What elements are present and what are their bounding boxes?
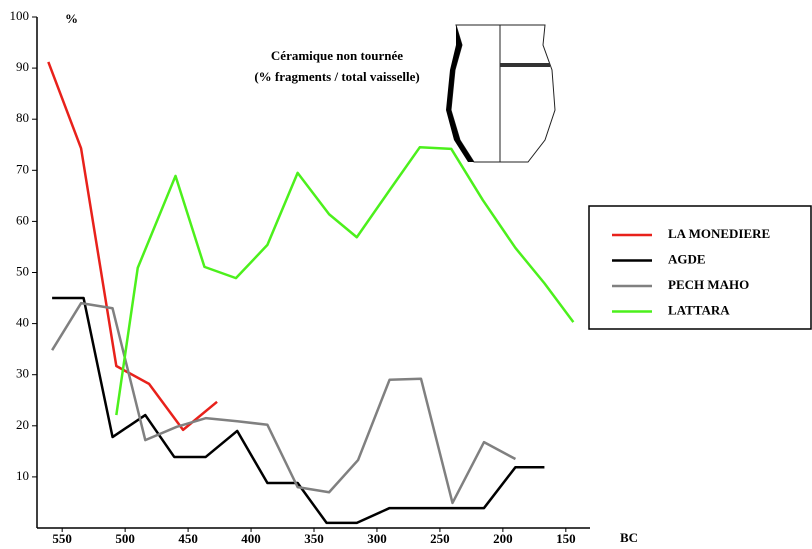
y-unit-label: %	[65, 11, 78, 26]
legend-label: LA MONEDIERE	[668, 226, 770, 241]
vase-drawing	[446, 24, 556, 163]
series-line	[115, 146, 575, 416]
chart-title: Céramique non tournée	[271, 48, 403, 63]
x-tick-label: 550	[52, 531, 72, 546]
y-tick-label: 90	[16, 59, 29, 74]
x-tick-label: 150	[556, 531, 576, 546]
y-tick-label: 20	[16, 417, 29, 432]
x-tick-label: 350	[304, 531, 324, 546]
y-tick-label: 30	[16, 366, 29, 381]
x-tick-label: 300	[367, 531, 387, 546]
legend-label: LATTARA	[668, 302, 730, 317]
x-tick-label: 500	[115, 531, 135, 546]
x-tick-label: 200	[493, 531, 513, 546]
x-tick-label: 450	[178, 531, 198, 546]
x-tick-label: 250	[430, 531, 450, 546]
chart-title: (% fragments / total vaisselle)	[254, 69, 419, 84]
y-tick-label: 100	[10, 8, 30, 23]
y-tick-label: 40	[16, 315, 29, 330]
y-tick-label: 80	[16, 110, 29, 125]
y-tick-label: 10	[16, 468, 29, 483]
y-tick-label: 60	[16, 212, 29, 227]
series-line	[47, 61, 218, 432]
y-tick-label: 70	[16, 161, 29, 176]
series-line	[52, 296, 545, 525]
y-tick-label: 50	[16, 263, 29, 278]
x-unit-label: BC	[620, 530, 638, 545]
series-line	[51, 301, 517, 505]
x-tick-label: 400	[241, 531, 261, 546]
legend-box	[588, 205, 812, 330]
legend-label: PECH MAHO	[668, 277, 749, 292]
legend-label: AGDE	[668, 251, 706, 266]
